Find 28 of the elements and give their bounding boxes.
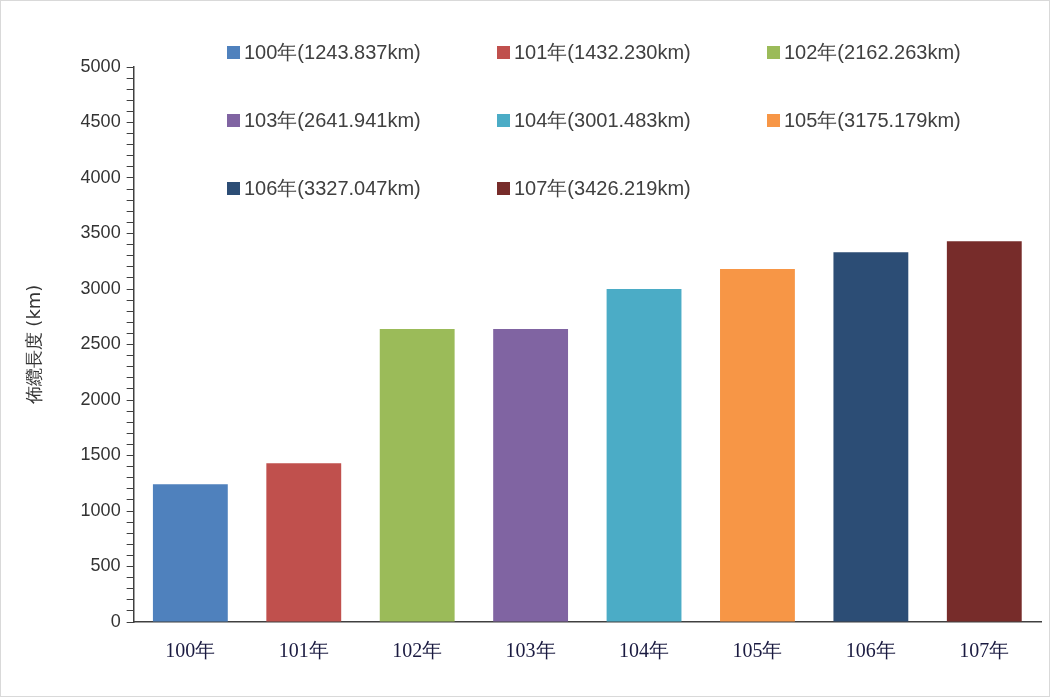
- x-tick-label: 102年: [392, 639, 443, 662]
- legend-label: 106年(3327.047km): [244, 175, 421, 201]
- legend-label: 100年(1243.837km): [244, 39, 421, 65]
- x-tick-label: 104年: [619, 639, 670, 662]
- legend-label: 102年(2162.263km): [784, 39, 961, 65]
- x-tick-label: 103年: [505, 639, 556, 662]
- legend-label: 101年(1432.230km): [514, 39, 691, 65]
- y-axis-title: 佈纜長度 (km): [23, 284, 45, 406]
- x-tick-label: 107年: [959, 639, 1010, 662]
- y-tick-label: 0: [110, 610, 121, 631]
- y-tick-label: 3000: [80, 277, 121, 298]
- y-tick-label: 5000: [80, 55, 121, 76]
- x-tick-label: 106年: [845, 639, 896, 662]
- y-tick-label: 500: [90, 555, 121, 576]
- legend-label: 105年(3175.179km): [784, 107, 961, 133]
- y-tick-label: 2000: [80, 388, 121, 409]
- y-tick-label: 2500: [80, 333, 121, 354]
- y-tick-label: 3500: [80, 222, 121, 243]
- legend-label: 104年(3001.483km): [514, 107, 691, 133]
- legend-label: 107年(3426.219km): [514, 175, 691, 201]
- legend-label: 103年(2641.941km): [244, 107, 421, 133]
- x-tick-label: 100年: [165, 639, 216, 662]
- y-tick-label: 1000: [80, 499, 121, 520]
- x-tick-label: 101年: [278, 639, 329, 662]
- x-tick-label: 105年: [732, 639, 783, 662]
- y-tick-label: 4000: [80, 166, 121, 187]
- y-tick-label: 1500: [80, 444, 121, 465]
- y-tick-label: 4500: [80, 111, 121, 132]
